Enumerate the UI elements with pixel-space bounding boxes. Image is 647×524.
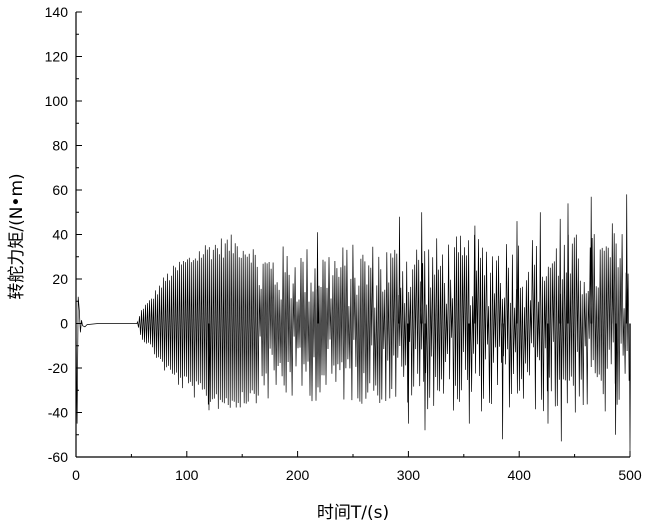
- y-tick-label: 0: [60, 316, 68, 332]
- x-tick-label: 500: [618, 467, 642, 483]
- x-tick-label: 300: [397, 467, 421, 483]
- y-tick-label: 40: [52, 227, 68, 243]
- y-axis-title: 转舵力矩/(N•m): [7, 173, 27, 299]
- series-line: [75, 194, 631, 453]
- y-tick-label: 20: [52, 271, 68, 287]
- y-tick-label: -40: [48, 405, 68, 421]
- tick-layer: [75, 11, 631, 458]
- x-axis-title: 时间T/(s): [317, 503, 389, 523]
- y-tick-label: 80: [52, 138, 68, 154]
- y-tick-labels: -60 -40 -20 0 20 40 60 80 100 120 140: [45, 4, 69, 465]
- x-tick-labels: 0 100 200 300 400 500: [72, 467, 642, 483]
- y-tick-label: 100: [45, 93, 69, 109]
- y-tick-label: 140: [45, 4, 69, 20]
- y-tick-label: 60: [52, 182, 68, 198]
- y-tick-label: 120: [45, 49, 69, 65]
- x-tick-label: 400: [508, 467, 532, 483]
- x-tick-label: 200: [286, 467, 310, 483]
- x-tick-label: 0: [72, 467, 80, 483]
- x-tick-label: 100: [175, 467, 199, 483]
- y-tick-label: -20: [48, 360, 68, 376]
- y-tick-label: -60: [48, 449, 68, 465]
